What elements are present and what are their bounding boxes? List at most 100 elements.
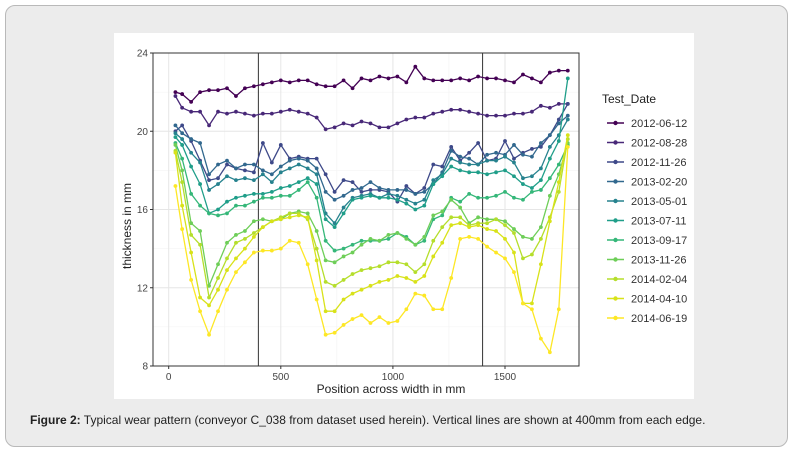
data-point xyxy=(512,250,516,255)
data-point xyxy=(565,68,570,73)
data-point xyxy=(485,217,489,222)
data-point xyxy=(422,203,427,208)
data-point xyxy=(556,139,561,143)
series-layer xyxy=(173,64,570,355)
data-point xyxy=(494,113,498,118)
data-point xyxy=(377,279,382,284)
data-point xyxy=(377,264,382,269)
data-point xyxy=(216,213,220,218)
data-point xyxy=(305,78,310,83)
data-point xyxy=(323,309,328,314)
data-point xyxy=(458,199,463,204)
data-point xyxy=(440,209,445,214)
data-point xyxy=(305,111,310,116)
data-point xyxy=(225,268,229,273)
data-point xyxy=(538,145,543,149)
data-point xyxy=(458,168,463,173)
data-point xyxy=(368,193,373,198)
data-point xyxy=(350,197,355,202)
data-point xyxy=(350,188,355,192)
data-point xyxy=(530,154,534,159)
data-point xyxy=(530,307,534,312)
series-2012-11-26 xyxy=(173,101,570,204)
legend-label: 2014-02-04 xyxy=(631,274,687,286)
data-point xyxy=(323,127,328,132)
data-point xyxy=(422,262,427,267)
data-point xyxy=(305,211,310,216)
data-point xyxy=(395,319,400,323)
data-point xyxy=(305,215,310,220)
data-point xyxy=(180,227,185,231)
data-point xyxy=(198,141,202,145)
data-point xyxy=(547,105,552,110)
data-point xyxy=(404,184,409,188)
legend-key-point xyxy=(613,276,618,282)
data-point xyxy=(243,86,247,91)
data-point xyxy=(314,297,319,302)
data-point xyxy=(467,78,472,83)
data-point xyxy=(368,121,373,126)
data-point xyxy=(413,291,418,296)
data-point xyxy=(422,197,427,202)
data-point xyxy=(440,213,445,218)
data-point xyxy=(538,141,543,145)
data-point xyxy=(359,313,364,318)
data-point xyxy=(440,78,445,83)
data-point xyxy=(180,123,185,128)
legend-item: 2012-11-26 xyxy=(607,157,686,169)
data-point xyxy=(538,166,543,171)
data-point xyxy=(323,84,328,89)
data-point xyxy=(234,240,238,245)
data-point xyxy=(341,178,346,183)
data-point xyxy=(341,78,346,83)
data-point xyxy=(404,236,409,241)
data-point xyxy=(565,113,570,118)
data-point xyxy=(485,195,489,200)
data-point xyxy=(467,170,472,175)
data-point xyxy=(377,186,382,190)
data-point xyxy=(234,233,238,237)
data-point xyxy=(494,217,498,222)
data-point xyxy=(234,203,238,208)
data-point xyxy=(180,105,185,110)
data-point xyxy=(377,125,382,130)
data-point xyxy=(287,158,292,163)
caption-text: Typical wear pattern (conveyor C_038 fro… xyxy=(80,413,706,427)
data-point xyxy=(173,150,178,155)
data-point xyxy=(521,111,525,116)
data-point xyxy=(538,103,543,108)
data-point xyxy=(296,240,301,245)
data-point xyxy=(386,278,391,282)
data-point xyxy=(180,180,185,185)
data-point xyxy=(305,262,310,267)
legend-key-point xyxy=(613,315,618,321)
data-point xyxy=(350,272,355,276)
data-point xyxy=(305,158,310,163)
data-point xyxy=(332,125,337,130)
data-point xyxy=(189,233,194,237)
data-point xyxy=(189,250,194,255)
data-point xyxy=(512,143,516,147)
data-point xyxy=(521,234,525,239)
data-point xyxy=(377,315,382,319)
data-point xyxy=(198,242,202,247)
data-point xyxy=(503,189,507,194)
data-point xyxy=(503,139,507,143)
data-point xyxy=(440,307,445,312)
data-point xyxy=(260,172,265,177)
legend-label: 2013-02-20 xyxy=(631,177,687,189)
data-point xyxy=(269,111,274,116)
data-point xyxy=(314,258,319,263)
data-point xyxy=(431,213,436,218)
data-point xyxy=(413,115,418,120)
data-point xyxy=(269,80,274,85)
legend-item: 2013-05-01 xyxy=(607,196,687,208)
data-point xyxy=(173,131,178,136)
x-tick-label: 0 xyxy=(166,372,172,383)
data-point xyxy=(556,68,561,73)
data-point xyxy=(243,162,247,167)
data-point xyxy=(287,184,292,188)
data-point xyxy=(225,240,229,245)
data-point xyxy=(538,178,543,183)
data-point xyxy=(503,168,507,173)
